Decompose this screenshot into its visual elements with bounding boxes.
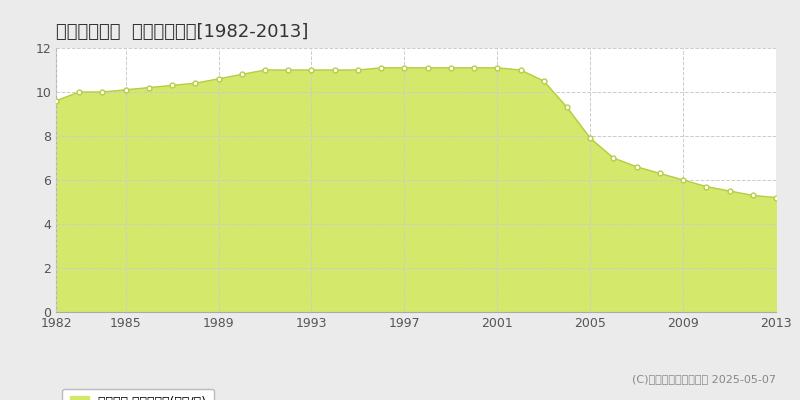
Text: 高岡市出来田  公示地価推移[1982-2013]: 高岡市出来田 公示地価推移[1982-2013] (56, 23, 308, 41)
Text: (C)土地価格ドットコム 2025-05-07: (C)土地価格ドットコム 2025-05-07 (632, 374, 776, 384)
Legend: 公示地価 平均坊単価(万円/坊): 公示地価 平均坊単価(万円/坊) (62, 389, 214, 400)
